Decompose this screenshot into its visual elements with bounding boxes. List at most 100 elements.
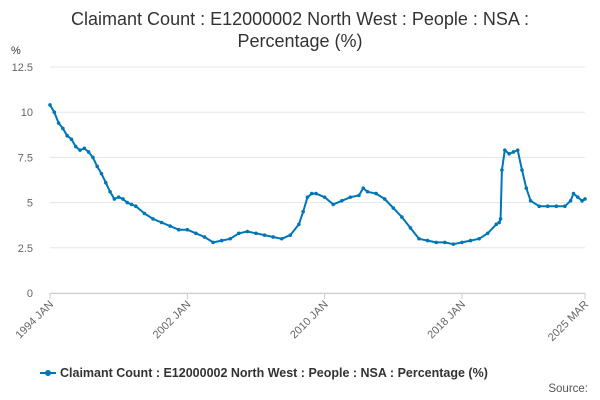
data-point[interactable] [511, 150, 516, 154]
data-point[interactable] [176, 227, 181, 232]
data-point[interactable] [168, 224, 172, 228]
data-point[interactable] [554, 204, 559, 209]
data-point[interactable] [460, 240, 464, 245]
data-point[interactable] [477, 236, 481, 241]
data-point[interactable] [271, 235, 275, 239]
data-point[interactable] [129, 202, 134, 207]
data-point[interactable] [408, 226, 413, 230]
data-point[interactable] [211, 240, 215, 245]
data-point[interactable] [500, 168, 504, 172]
data-point[interactable] [515, 148, 520, 152]
data-point[interactable] [507, 151, 511, 156]
data-point[interactable] [494, 222, 499, 227]
x-tick-label: 1994 JAN [13, 299, 56, 342]
data-point[interactable] [194, 231, 198, 236]
data-point[interactable] [537, 204, 541, 209]
data-point[interactable] [580, 198, 584, 203]
data-point[interactable] [314, 191, 318, 196]
data-point[interactable] [288, 233, 293, 237]
data-point[interactable] [365, 189, 370, 194]
data-point[interactable] [361, 186, 366, 190]
data-point[interactable] [297, 222, 301, 227]
chart-title: Claimant Count : E12000002 North West : … [0, 8, 600, 52]
data-point[interactable] [56, 121, 61, 125]
data-point[interactable] [498, 217, 503, 221]
data-point[interactable] [442, 240, 447, 245]
data-point[interactable] [65, 133, 69, 138]
data-point[interactable] [95, 164, 100, 169]
data-point[interactable] [52, 110, 57, 114]
data-point[interactable] [301, 209, 305, 214]
data-point[interactable] [339, 198, 344, 203]
data-point[interactable] [503, 148, 507, 152]
data-point[interactable] [425, 238, 430, 243]
data-point[interactable] [391, 206, 396, 210]
data-point[interactable] [520, 168, 524, 172]
data-point[interactable] [571, 191, 576, 196]
data-point[interactable] [575, 195, 580, 199]
data-point[interactable] [245, 229, 250, 234]
y-tick-label: 0 [27, 288, 33, 300]
data-point[interactable] [417, 236, 421, 241]
data-point[interactable] [219, 238, 224, 243]
data-point[interactable] [279, 236, 284, 241]
legend-dot-swatch [45, 370, 51, 376]
data-point[interactable] [125, 200, 130, 205]
y-tick-label: 12.5 [12, 62, 33, 74]
data-point[interactable] [121, 197, 125, 201]
data-point[interactable] [91, 155, 95, 160]
data-point[interactable] [322, 195, 327, 199]
series-line [49, 104, 586, 246]
data-point[interactable] [69, 137, 74, 142]
data-point[interactable] [331, 202, 336, 207]
data-point[interactable] [400, 215, 404, 219]
data-point[interactable] [309, 191, 314, 196]
data-point[interactable] [142, 211, 147, 216]
legend-series-label: Claimant Count : E12000002 North West : … [60, 366, 488, 380]
data-point[interactable] [254, 231, 258, 236]
data-point[interactable] [528, 198, 533, 203]
data-point[interactable] [305, 195, 310, 199]
data-point[interactable] [348, 195, 353, 199]
data-point[interactable] [202, 235, 207, 239]
data-point[interactable] [78, 148, 82, 152]
data-point[interactable] [237, 231, 241, 236]
data-point[interactable] [497, 220, 501, 225]
data-point[interactable] [545, 204, 550, 209]
data-point[interactable] [159, 220, 164, 225]
x-tick-label: 2002 JAN [151, 299, 194, 342]
data-point[interactable] [134, 204, 138, 209]
data-point[interactable] [451, 242, 456, 246]
x-tick-label: 2010 JAN [288, 299, 331, 342]
data-point[interactable] [116, 195, 121, 199]
data-point[interactable] [108, 189, 112, 194]
data-point[interactable] [73, 144, 78, 149]
data-point[interactable] [382, 197, 387, 201]
data-point[interactable] [568, 198, 573, 203]
data-point[interactable] [86, 150, 91, 154]
data-point[interactable] [185, 227, 190, 232]
data-point[interactable] [99, 171, 104, 176]
data-point[interactable] [524, 186, 529, 190]
data-point[interactable] [82, 146, 87, 151]
data-point[interactable] [48, 103, 52, 107]
data-point[interactable] [374, 191, 378, 196]
legend[interactable]: Claimant Count : E12000002 North West : … [40, 366, 488, 380]
legend-series-marker [40, 368, 56, 378]
data-point[interactable] [151, 217, 155, 221]
data-point[interactable] [357, 193, 361, 198]
grid-lines [50, 66, 585, 294]
data-point[interactable] [485, 231, 490, 236]
y-axis-unit-label: % [11, 45, 21, 57]
data-point[interactable] [103, 180, 108, 185]
data-point[interactable] [262, 233, 267, 237]
data-point[interactable] [468, 238, 473, 243]
data-point[interactable] [434, 240, 438, 245]
data-point[interactable] [61, 126, 65, 131]
data-point[interactable] [228, 236, 233, 241]
data-point[interactable] [583, 197, 587, 201]
data-point[interactable] [112, 197, 117, 201]
source-label: Source: [548, 383, 588, 395]
data-point[interactable] [563, 204, 567, 209]
